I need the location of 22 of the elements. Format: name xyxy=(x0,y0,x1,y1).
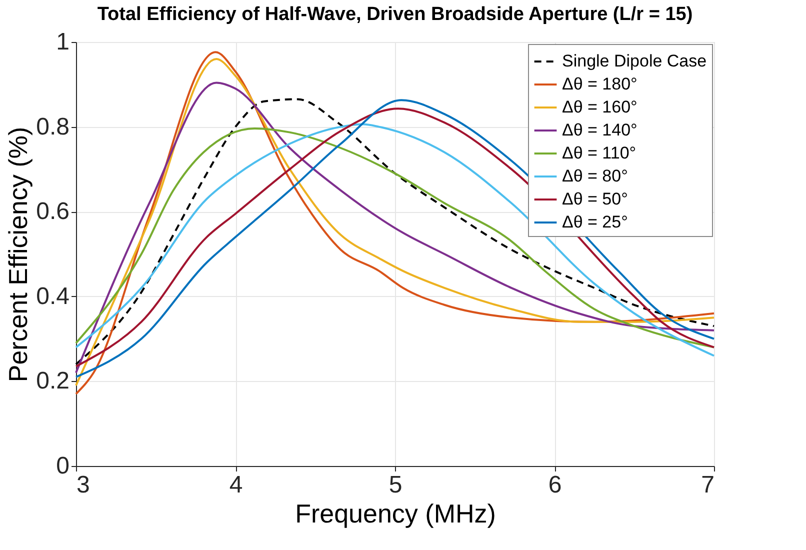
legend-label: Δθ = 160° xyxy=(562,98,638,116)
legend-label: Δθ = 50° xyxy=(562,190,628,208)
y-tick-label: 0.8 xyxy=(36,113,70,140)
y-tick-label: 0.6 xyxy=(36,198,70,226)
x-tick-label: 5 xyxy=(388,472,402,498)
y-tick-label: 0 xyxy=(56,452,70,480)
y-tick-label: 1 xyxy=(56,28,70,56)
y-tick-label: 0.2 xyxy=(36,368,70,395)
y-tick-label: 0.4 xyxy=(36,282,70,310)
x-tick-label: 3 xyxy=(76,472,90,498)
x-tick-label: 7 xyxy=(701,472,714,498)
legend-label: Δθ = 25° xyxy=(562,212,628,232)
x-axis-title: Frequency (MHz) xyxy=(295,498,496,528)
chart-title: Total Efficiency of Half-Wave, Driven Broadside Aperture (L/r = 15) xyxy=(97,4,693,25)
legend-label: Δθ = 140° xyxy=(562,120,638,140)
legend-label: Single Dipole Case xyxy=(562,52,707,70)
legend-label: Δθ = 110° xyxy=(562,144,636,162)
x-tick-label: 4 xyxy=(229,472,243,498)
legend-label: Δθ = 80° xyxy=(562,166,628,186)
legend-label: Δθ = 180° xyxy=(562,74,638,94)
y-axis-title: Percent Efficiency (%) xyxy=(3,126,34,382)
x-tick-label: 6 xyxy=(548,472,562,498)
